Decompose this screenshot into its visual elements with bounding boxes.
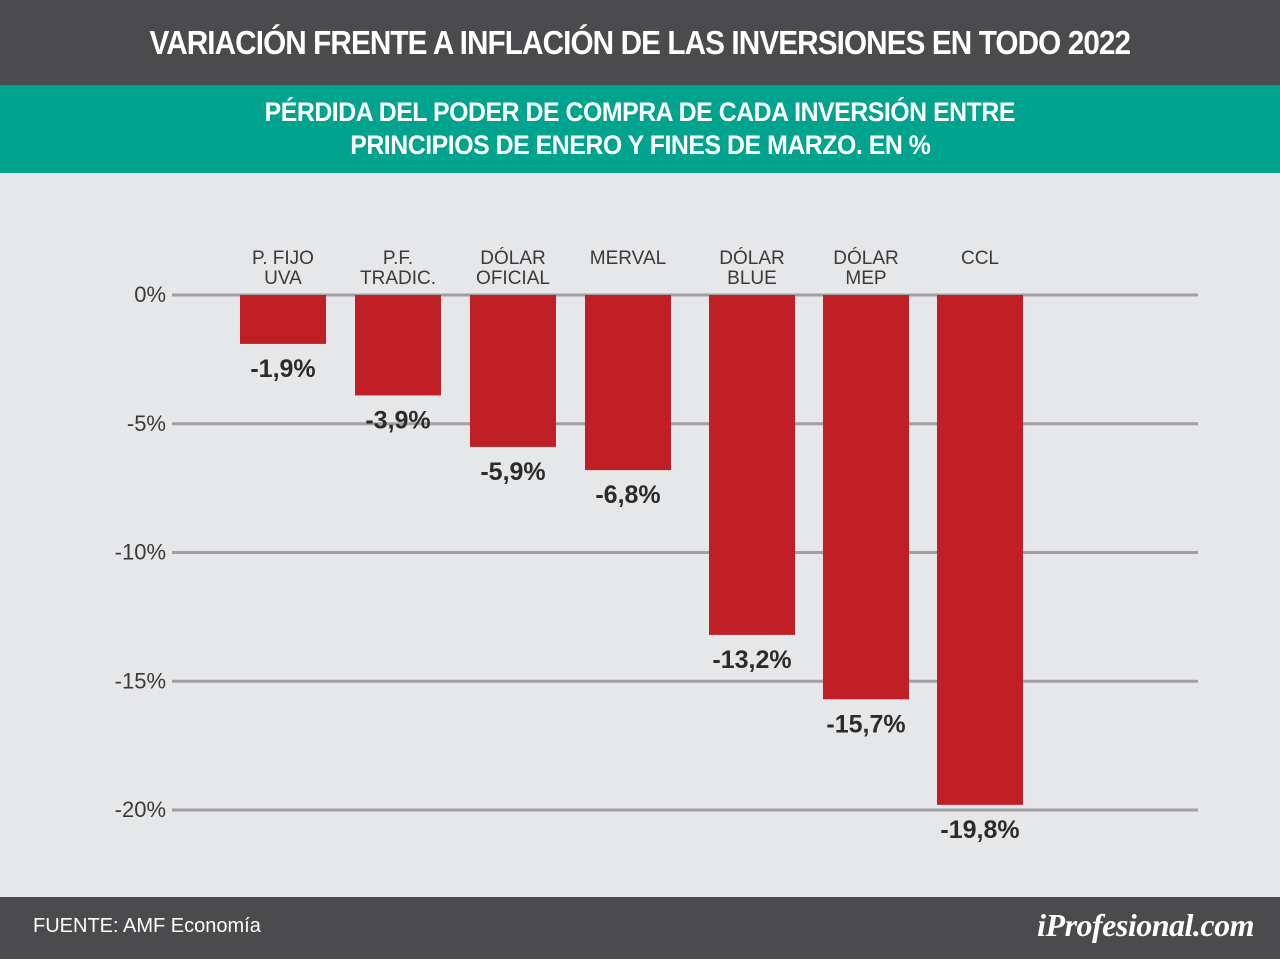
bar [585, 295, 671, 471]
category-label: CCL [961, 248, 999, 269]
chart-subtitle-line-2: PRINCIPIOS DE ENERO Y FINES DE MARZO. EN… [349, 130, 931, 160]
y-tick-label: -15% [115, 668, 166, 693]
category-label: DÓLAR [833, 247, 898, 269]
category-label: MERVAL [590, 248, 666, 269]
y-tick-label: -5% [127, 411, 166, 436]
bar [470, 295, 556, 447]
category-label: BLUE [727, 268, 777, 289]
bar [823, 295, 909, 700]
category-label: P. FIJO [252, 248, 314, 269]
y-tick-label: -10% [115, 540, 166, 565]
chart-subtitle-band: PÉRDIDA DEL PODER DE COMPRA DE CADA INVE… [0, 85, 1280, 173]
brand-logo: iProfesional.com [1037, 907, 1254, 943]
category-label: TRADIC. [360, 268, 436, 289]
y-tick-label: 0% [134, 282, 166, 307]
gridlines [172, 293, 1198, 812]
bar [937, 295, 1023, 805]
chart-footer: FUENTE: AMF Economía iProfesional.com [0, 897, 1280, 959]
category-label: UVA [264, 268, 302, 289]
data-label: -6,8% [595, 481, 660, 509]
category-label: OFICIAL [476, 268, 550, 289]
chart-subtitle-line-1: PÉRDIDA DEL PODER DE COMPRA DE CADA INVE… [264, 97, 1016, 127]
category-label: DÓLAR [480, 247, 545, 269]
bar [240, 295, 326, 344]
data-label: -13,2% [712, 646, 791, 674]
data-label: -15,7% [826, 710, 905, 738]
category-label: P.F. [383, 248, 413, 269]
source-note: FUENTE: AMF Economía [33, 915, 261, 937]
y-tick-label: -20% [115, 797, 166, 822]
bars [240, 295, 1023, 805]
chart-title: VARIACIÓN FRENTE A INFLACIÓN DE LAS INVE… [149, 23, 1132, 61]
bar [709, 295, 795, 635]
bar [355, 295, 441, 396]
data-label: -3,9% [365, 406, 430, 434]
category-label: DÓLAR [719, 247, 784, 269]
chart-header: VARIACIÓN FRENTE A INFLACIÓN DE LAS INVE… [0, 0, 1280, 85]
data-label: -5,9% [480, 458, 545, 486]
data-label: -1,9% [250, 355, 315, 383]
category-label: MEP [845, 268, 886, 289]
data-label: -19,8% [940, 816, 1019, 844]
